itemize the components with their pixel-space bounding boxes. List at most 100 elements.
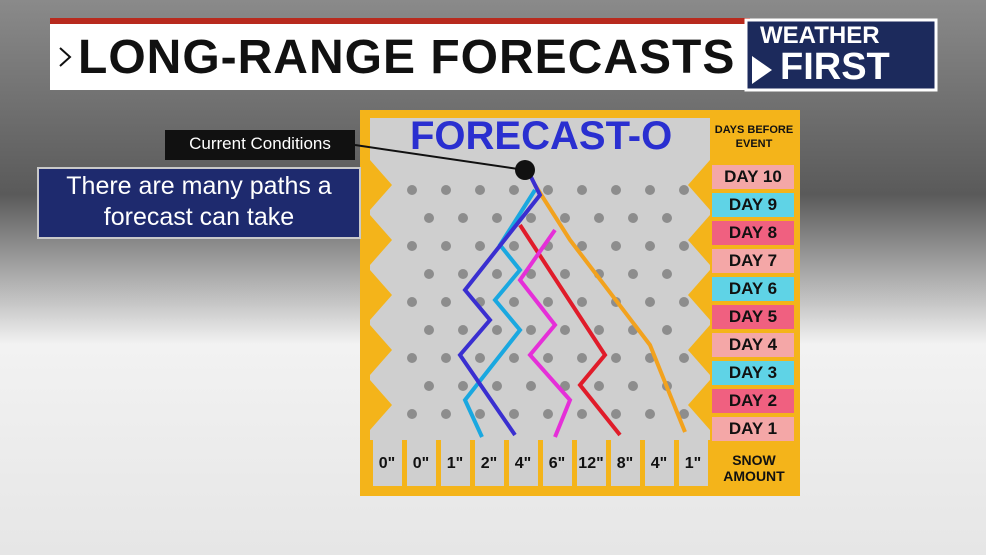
peg	[577, 185, 587, 195]
day-label: DAY 5	[728, 307, 778, 326]
title: LONG-RANGE FORECASTS	[78, 31, 736, 84]
day-label: DAY 6	[728, 279, 778, 298]
peg	[509, 241, 519, 251]
day-box	[712, 333, 794, 357]
bin-divider	[538, 440, 543, 490]
pegs	[407, 185, 689, 419]
peg	[645, 241, 655, 251]
bin	[645, 440, 674, 486]
peg	[577, 241, 587, 251]
day-label: DAY 7	[728, 251, 778, 270]
title-stripe	[50, 18, 750, 24]
peg	[509, 297, 519, 307]
peg	[560, 325, 570, 335]
peg	[526, 269, 536, 279]
bin	[679, 440, 708, 486]
day-label: DAY 10	[724, 167, 782, 186]
peg	[577, 353, 587, 363]
day-box	[712, 277, 794, 301]
day-label: DAY 2	[728, 391, 778, 410]
peg	[560, 269, 570, 279]
peg	[543, 297, 553, 307]
title-bar	[50, 24, 750, 90]
peg	[543, 185, 553, 195]
peg	[441, 241, 451, 251]
peg	[407, 241, 417, 251]
day-box	[712, 165, 794, 189]
bin	[611, 440, 640, 486]
bin	[543, 440, 572, 486]
peg	[492, 325, 502, 335]
bin-divider	[572, 440, 577, 490]
peg	[492, 269, 502, 279]
bin-divider	[470, 440, 475, 490]
peg	[662, 325, 672, 335]
bumpers	[370, 160, 710, 430]
start-dot	[515, 160, 535, 180]
peg	[441, 185, 451, 195]
peg	[679, 241, 689, 251]
days-heading: EVENT	[735, 138, 773, 150]
peg	[577, 297, 587, 307]
day-box	[712, 361, 794, 385]
peg	[458, 381, 468, 391]
day-label: DAY 3	[728, 363, 778, 382]
day-box	[712, 193, 794, 217]
logo-text: FIRST	[780, 46, 890, 88]
peg	[543, 353, 553, 363]
bin-divider	[436, 440, 441, 490]
bin-divider	[708, 440, 713, 490]
peg	[407, 353, 417, 363]
peg	[611, 353, 621, 363]
current-label: Current Conditions	[189, 134, 331, 153]
peg	[424, 213, 434, 223]
peg	[594, 213, 604, 223]
bin-divider	[504, 440, 509, 490]
current-box	[165, 130, 355, 160]
peg	[475, 353, 485, 363]
peg	[679, 409, 689, 419]
snow-amount: 0"	[378, 455, 396, 472]
peg	[509, 185, 519, 195]
peg	[679, 297, 689, 307]
peg	[645, 409, 655, 419]
paths	[457, 174, 687, 438]
peg	[475, 409, 485, 419]
snow-amount: 12"	[578, 455, 604, 472]
peg	[458, 213, 468, 223]
peg	[645, 185, 655, 195]
logo-arrow	[752, 56, 772, 84]
bin	[509, 440, 538, 486]
peg	[441, 409, 451, 419]
peg	[407, 409, 417, 419]
bin	[407, 440, 436, 486]
peg	[628, 213, 638, 223]
peg	[458, 325, 468, 335]
snow-amount: 0"	[412, 455, 430, 472]
snow-amount: 1"	[684, 455, 702, 472]
bin	[577, 440, 606, 486]
snow-amount: 2"	[480, 455, 498, 472]
snow-amount: 4"	[514, 455, 532, 472]
peg	[458, 269, 468, 279]
peg	[560, 381, 570, 391]
day-box	[712, 417, 794, 441]
snow-amount: 4"	[650, 455, 668, 472]
peg	[526, 213, 536, 223]
peg	[475, 185, 485, 195]
callout-text: forecast can take	[103, 203, 295, 231]
peg	[645, 297, 655, 307]
peg	[594, 381, 604, 391]
peg	[441, 297, 451, 307]
day-label: DAY 8	[728, 223, 778, 242]
bins	[368, 440, 713, 490]
peg	[475, 241, 485, 251]
peg	[679, 185, 689, 195]
day-label: DAY 9	[728, 195, 778, 214]
day-box	[712, 249, 794, 273]
day-box	[712, 221, 794, 245]
peg	[526, 325, 536, 335]
callout-text: There are many paths a	[66, 172, 332, 200]
peg	[492, 213, 502, 223]
